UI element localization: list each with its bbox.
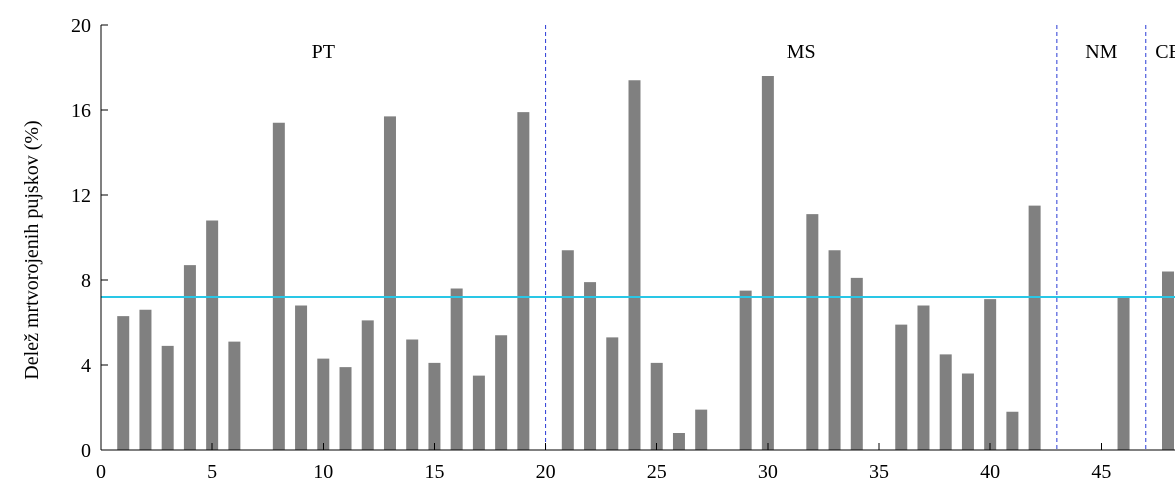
bar-22	[584, 282, 597, 450]
bar-4	[183, 265, 196, 450]
y-tick-label-4: 4	[81, 355, 91, 377]
bar-30	[761, 76, 774, 450]
axes-layer: 0 4 8 12 16 20 0 5 10 15 20 25 30 35 40 45	[71, 15, 1175, 483]
bar-41	[1006, 411, 1019, 450]
x-tick-label-5: 5	[207, 461, 217, 483]
bar-8	[272, 122, 285, 450]
x-tick-label-0: 0	[96, 461, 106, 483]
bar-10	[317, 358, 330, 450]
bar-46	[1117, 297, 1130, 450]
bar-39	[961, 373, 974, 450]
bar-2	[139, 309, 152, 450]
bar-32	[806, 214, 819, 450]
bar-9	[295, 305, 308, 450]
y-tick-label-16: 16	[71, 100, 91, 122]
x-tick-label-35: 35	[869, 461, 889, 483]
bar-26	[672, 433, 685, 450]
bar-19	[517, 112, 530, 450]
bar-14	[406, 339, 419, 450]
bar-18	[495, 335, 508, 450]
y-tick-label-8: 8	[81, 270, 91, 292]
x-tick-label-20: 20	[536, 461, 556, 483]
x-tick-label-10: 10	[313, 461, 333, 483]
bar-6	[228, 341, 241, 450]
bar-33	[828, 250, 841, 450]
bars-layer	[117, 76, 1174, 450]
x-tick-label-40: 40	[980, 461, 1000, 483]
x-tick-label-15: 15	[424, 461, 444, 483]
bar-17	[472, 375, 485, 450]
group-divider-layer	[545, 25, 1147, 450]
y-tick-label-0: 0	[81, 440, 91, 462]
x-tick-label-25: 25	[647, 461, 667, 483]
group-label-ce: CE	[1155, 41, 1175, 63]
bar-37	[917, 305, 930, 450]
bar-21	[561, 250, 574, 450]
bar-36	[895, 324, 908, 450]
bar-24	[628, 80, 641, 450]
bar-15	[428, 362, 441, 450]
labels-layer: PT MS NM CE	[312, 41, 1175, 63]
bar-25	[650, 362, 663, 450]
group-label-pt: PT	[312, 41, 335, 63]
bar-12	[361, 320, 374, 450]
bar-13	[383, 116, 396, 450]
bar-5	[206, 220, 219, 450]
bar-34	[850, 277, 863, 450]
bar-38	[939, 354, 952, 450]
group-label-ms: MS	[787, 41, 816, 63]
y-axis-title: Delež mrtvorojenih pujskov (%)	[21, 120, 43, 379]
x-tick-label-30: 30	[758, 461, 778, 483]
y-tick-label-20: 20	[71, 15, 91, 37]
bar-42	[1028, 205, 1041, 450]
bar-23	[606, 337, 619, 450]
x-tick-label-45: 45	[1091, 461, 1111, 483]
bar-3	[161, 345, 174, 450]
bar-29	[739, 290, 752, 450]
group-label-nm: NM	[1085, 41, 1117, 63]
bar-27	[695, 409, 708, 450]
bar-1	[117, 316, 130, 450]
y-tick-label-12: 12	[71, 185, 91, 207]
bar-11	[339, 367, 352, 450]
bar-40	[984, 299, 997, 450]
bar-16	[450, 288, 463, 450]
bar-48	[1162, 271, 1174, 450]
